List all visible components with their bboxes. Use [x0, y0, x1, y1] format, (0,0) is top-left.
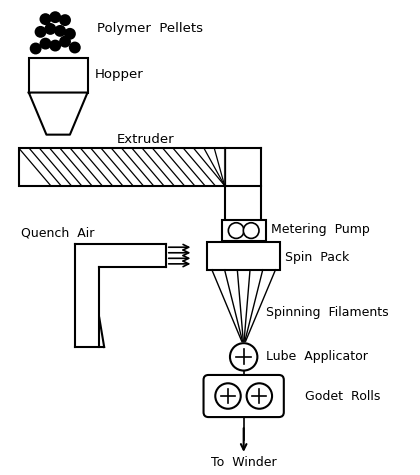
- Circle shape: [70, 43, 80, 52]
- Circle shape: [65, 29, 75, 39]
- Circle shape: [60, 15, 70, 25]
- Text: Lube  Applicator: Lube Applicator: [266, 351, 368, 363]
- Bar: [19, 148, 225, 186]
- Bar: [29, 58, 87, 93]
- Circle shape: [36, 27, 45, 37]
- Circle shape: [41, 14, 50, 24]
- Circle shape: [50, 41, 60, 50]
- Polygon shape: [29, 93, 87, 134]
- Text: Extruder: Extruder: [117, 133, 175, 146]
- Circle shape: [228, 223, 244, 238]
- Text: Polymer  Pellets: Polymer Pellets: [97, 22, 203, 36]
- Text: Godet  Rolls: Godet Rolls: [305, 390, 380, 402]
- Circle shape: [60, 37, 70, 47]
- Circle shape: [55, 26, 65, 36]
- Circle shape: [41, 39, 50, 48]
- Text: Spinning  Filaments: Spinning Filaments: [266, 306, 388, 319]
- FancyBboxPatch shape: [204, 375, 284, 417]
- Text: Spin  Pack: Spin Pack: [285, 250, 349, 264]
- Circle shape: [50, 12, 60, 22]
- Circle shape: [215, 383, 241, 409]
- Circle shape: [247, 383, 272, 409]
- Text: Metering  Pump: Metering Pump: [270, 223, 369, 236]
- Circle shape: [243, 223, 259, 238]
- Circle shape: [230, 343, 257, 370]
- Text: Hopper: Hopper: [94, 68, 143, 81]
- Circle shape: [45, 24, 55, 34]
- Bar: [207, 242, 281, 270]
- Bar: [222, 220, 266, 241]
- Text: To  Winder: To Winder: [211, 456, 276, 469]
- Circle shape: [31, 44, 41, 53]
- Text: Quench  Air: Quench Air: [21, 226, 94, 239]
